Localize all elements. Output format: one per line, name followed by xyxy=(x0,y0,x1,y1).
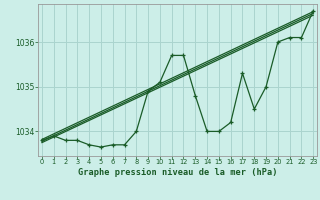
X-axis label: Graphe pression niveau de la mer (hPa): Graphe pression niveau de la mer (hPa) xyxy=(78,168,277,177)
